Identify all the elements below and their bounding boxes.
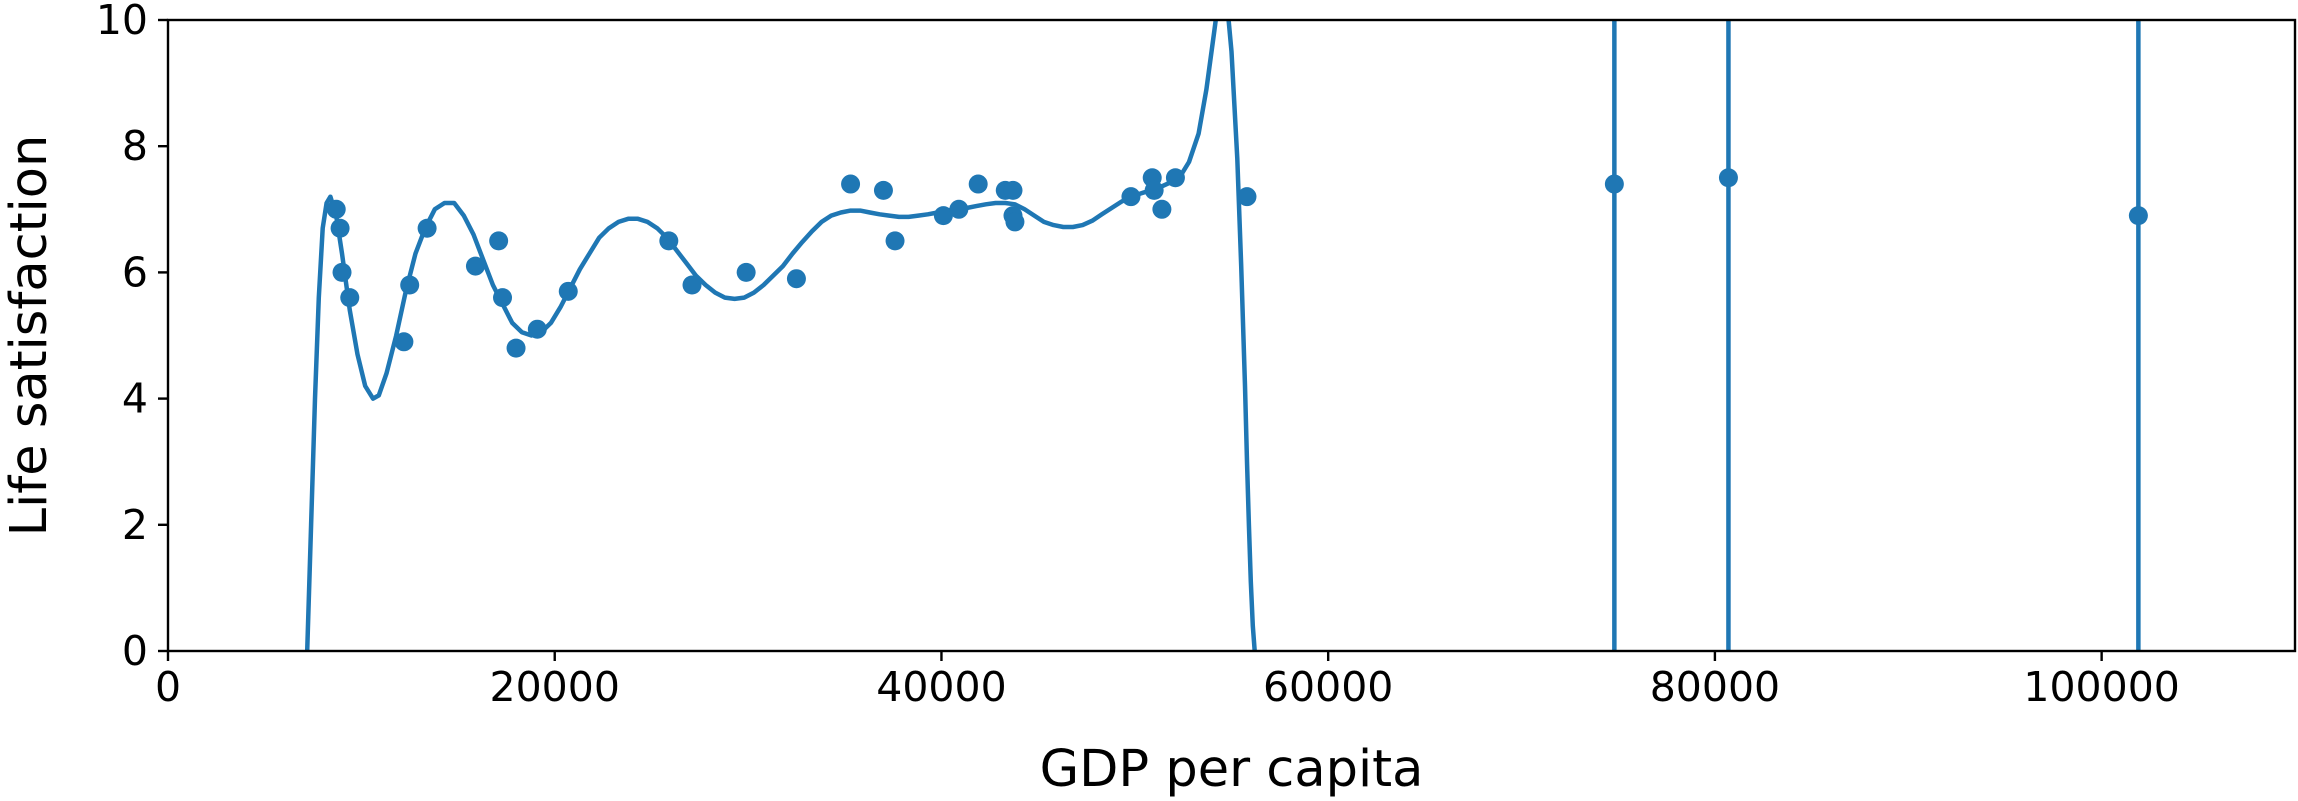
data-point xyxy=(786,269,806,289)
data-point xyxy=(465,256,485,276)
data-point xyxy=(736,262,756,282)
data-point xyxy=(332,262,352,282)
data-point xyxy=(682,275,702,295)
x-axis-ticks: 0 20000 40000 60000 80000 100000 xyxy=(155,651,2180,711)
y-tick-label: 4 xyxy=(122,375,148,423)
data-point xyxy=(841,174,861,194)
data-point xyxy=(340,288,360,308)
data-point xyxy=(1003,180,1023,200)
y-axis-label: Life satisfaction xyxy=(0,135,59,537)
data-point xyxy=(558,281,578,301)
data-point xyxy=(949,199,969,219)
data-point xyxy=(489,231,509,251)
data-point xyxy=(394,332,414,352)
model-curve-layer xyxy=(304,20,1257,651)
y-tick-label: 6 xyxy=(122,248,148,296)
x-tick-label: 0 xyxy=(155,663,181,711)
y-tick-label: 0 xyxy=(122,627,148,675)
data-point xyxy=(417,218,437,238)
data-point xyxy=(506,338,526,358)
x-tick-label: 100000 xyxy=(2023,663,2180,711)
x-axis-label: GDP per capita xyxy=(1040,740,1424,799)
data-point xyxy=(1121,187,1141,207)
data-point xyxy=(1604,174,1624,194)
x-tick-label: 80000 xyxy=(1650,663,1780,711)
data-point xyxy=(885,231,905,251)
data-point xyxy=(1005,212,1025,232)
data-point xyxy=(400,275,420,295)
y-tick-label: 10 xyxy=(96,0,148,44)
model-curve-line xyxy=(304,20,1257,651)
y-tick-label: 2 xyxy=(122,501,148,549)
data-point xyxy=(1237,187,1257,207)
vertical-lines-layer xyxy=(1612,20,2141,651)
data-point xyxy=(1152,199,1172,219)
x-tick-label: 20000 xyxy=(490,663,620,711)
data-point xyxy=(2128,206,2148,226)
x-tick-label: 60000 xyxy=(1263,663,1393,711)
data-point xyxy=(527,319,547,339)
data-point xyxy=(968,174,988,194)
data-point xyxy=(330,218,350,238)
data-point xyxy=(873,180,893,200)
data-point xyxy=(1718,168,1738,188)
x-tick-label: 40000 xyxy=(876,663,1006,711)
data-point xyxy=(1165,168,1185,188)
y-tick-label: 8 xyxy=(122,122,148,170)
data-point xyxy=(933,206,953,226)
data-points-layer xyxy=(326,168,2148,358)
data-point xyxy=(326,199,346,219)
data-point xyxy=(1144,180,1164,200)
plot-frame xyxy=(166,18,2297,653)
y-axis-ticks: 0 2 4 6 8 10 xyxy=(96,0,168,675)
data-point xyxy=(493,288,513,308)
data-point xyxy=(659,231,679,251)
